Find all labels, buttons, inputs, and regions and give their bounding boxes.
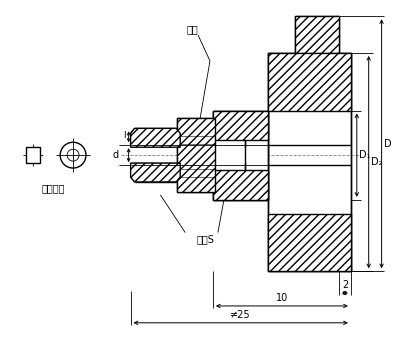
Text: ≠25: ≠25 bbox=[230, 310, 251, 320]
Bar bbox=[213, 111, 268, 200]
Polygon shape bbox=[131, 128, 180, 147]
Text: 卡套: 卡套 bbox=[186, 24, 198, 34]
Bar bbox=[213, 111, 268, 140]
Bar bbox=[195, 128, 245, 182]
Text: l: l bbox=[123, 131, 126, 140]
Text: 10: 10 bbox=[276, 293, 288, 303]
Text: d: d bbox=[112, 150, 119, 160]
Text: 板手S: 板手S bbox=[196, 235, 214, 245]
Text: 2: 2 bbox=[342, 280, 348, 290]
Text: D₂: D₂ bbox=[371, 157, 382, 167]
Bar bbox=[295, 16, 339, 53]
Bar bbox=[268, 53, 351, 271]
Polygon shape bbox=[131, 163, 180, 182]
Text: 可动卡套: 可动卡套 bbox=[42, 183, 65, 193]
Bar bbox=[213, 170, 268, 200]
Bar bbox=[27, 147, 40, 163]
Bar bbox=[268, 53, 351, 111]
Text: D₁: D₁ bbox=[359, 150, 370, 160]
Polygon shape bbox=[177, 118, 215, 192]
Bar bbox=[268, 214, 351, 271]
Text: D: D bbox=[383, 139, 391, 149]
